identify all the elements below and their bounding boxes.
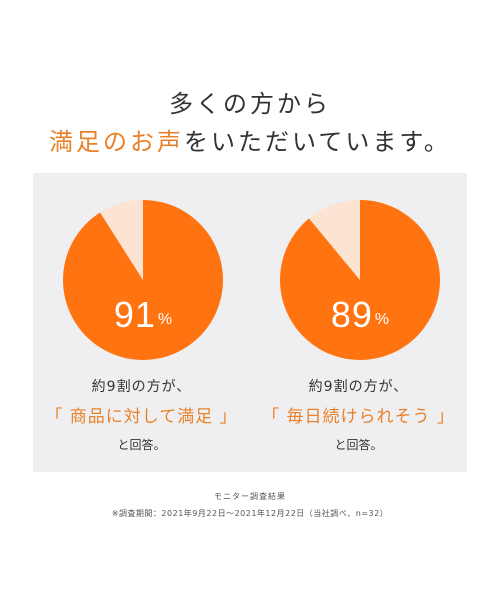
percentage-unit: %	[157, 311, 173, 328]
percentage-continuation: 89%	[280, 200, 440, 360]
pie-slice-rest	[100, 200, 143, 280]
survey-note-title: モニター調査結果	[214, 492, 286, 501]
result-tail: と回答。	[117, 438, 166, 452]
headline-rest: をいただいています。	[184, 128, 451, 156]
headline-accent: 満足のお声	[49, 128, 185, 156]
result-lead: 約9割の方が、	[308, 379, 409, 395]
pie-chart-satisfaction	[63, 200, 223, 360]
result-lead: 約9割の方が、	[91, 379, 192, 395]
percentage-unit: %	[374, 311, 390, 328]
pie-slice-main	[280, 200, 440, 360]
headline-line-1: 多くの方から	[169, 90, 331, 118]
percentage-satisfaction: 91%	[63, 200, 223, 360]
result-quote: 「 商品に対して満足 」	[45, 407, 238, 427]
headline-line-2: 満足のお声をいただいています。	[0, 122, 500, 157]
percentage-value: 91	[113, 294, 156, 335]
percentage-value: 89	[330, 294, 373, 335]
result-quote: 「 毎日続けられそう 」	[262, 407, 455, 427]
survey-note-period: ※調査期間：2021年9月22日～2021年12月22日（当社調べ、n=32）	[111, 509, 389, 518]
result-card-continuation: 89% 約9割の方が、 「 毎日続けられそう 」 と回答。	[250, 173, 467, 472]
results-panel: 91% 約9割の方が、 「 商品に対して満足 」 と回答。 89% 約9割の方が…	[33, 173, 467, 472]
pie-chart-continuation	[280, 200, 440, 360]
pie-slice-rest	[309, 200, 360, 280]
result-card-satisfaction: 91% 約9割の方が、 「 商品に対して満足 」 と回答。	[33, 173, 250, 472]
pie-slice-main	[63, 200, 223, 360]
result-tail: と回答。	[334, 438, 383, 452]
